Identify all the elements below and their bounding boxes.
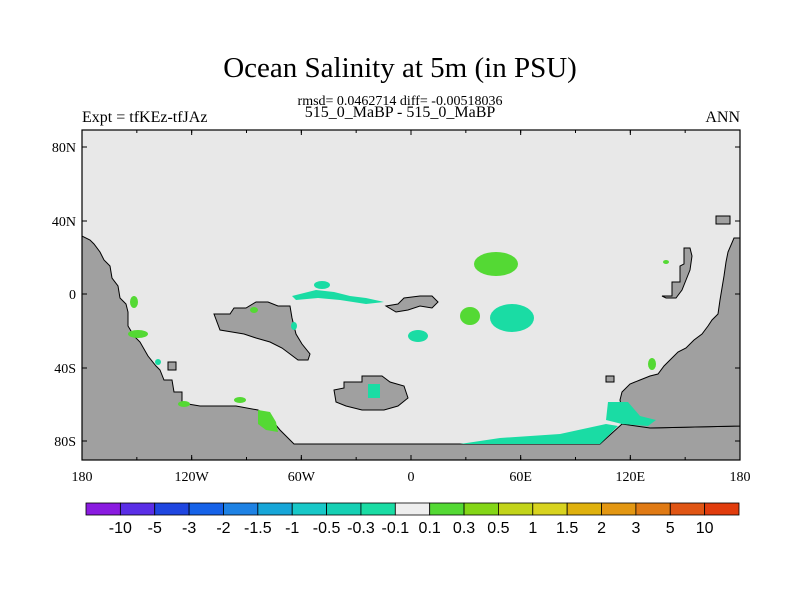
colorbar-label: -2 [216, 520, 230, 537]
colorbar-swatch [566, 502, 602, 516]
colorbar-swatch [704, 502, 740, 516]
colorbar-label: 5 [666, 520, 675, 537]
colorbar-label: 1 [528, 520, 537, 537]
colorbar-label: 0.3 [453, 520, 475, 537]
y-tick-label: 40S [54, 362, 76, 377]
patch-positive-west-5 [250, 307, 258, 313]
patch-negative-east-small [291, 322, 297, 330]
land-islet-1 [167, 361, 177, 371]
land-peninsula-east [661, 247, 693, 299]
x-tick-label: 60E [509, 470, 532, 485]
colorbar-swatch [394, 502, 431, 516]
colorbar-label: 3 [631, 520, 640, 537]
patch-negative-island [368, 384, 380, 398]
land-island-equatorial [384, 295, 439, 313]
patch-negative-southeast [606, 402, 656, 426]
experiment-label: Expt = tfKEz-tfJAz [82, 109, 208, 126]
colorbar-swatch [154, 502, 190, 516]
land-island-central-west [213, 301, 311, 361]
colorbar-label: -3 [182, 520, 196, 537]
colorbar-label: -0.3 [347, 520, 375, 537]
x-tick-label: 180 [730, 470, 751, 485]
land-island-northeast [715, 215, 731, 225]
patch-negative-antarctic-coast [460, 424, 618, 444]
colorbar-swatch [257, 502, 293, 516]
colorbar-label: -1 [285, 520, 299, 537]
colorbar-swatch [188, 502, 224, 516]
patch-positive-southwest [258, 410, 278, 432]
patch-positive-west-2 [128, 330, 148, 338]
chart-title: Ocean Salinity at 5m (in PSU) [223, 52, 577, 84]
colorbar-swatch [498, 502, 534, 516]
colorbar-swatch [635, 502, 671, 516]
colorbar-swatch [601, 502, 637, 516]
patch-positive-north [474, 252, 518, 276]
axis-tick-labels: 80N 40N 0 40S 80S 180 120W 60W 0 60E 120E 180 [52, 141, 751, 485]
colorbar-label: 0.1 [419, 520, 441, 537]
colorbar-label: 10 [696, 520, 714, 537]
x-tick-label: 180 [72, 470, 93, 485]
land-eastern-continent [617, 237, 741, 429]
experiment-comparison-label: 515_0_MaBP - 515_0_MaBP [304, 104, 496, 121]
colorbar-labels: -10 -5 -3 -2 -1.5 -1 -0.5 -0.3 -0.1 0.1 0.3 0.5 1 1.5… [109, 520, 714, 537]
salinity-anomaly-patches [128, 252, 669, 444]
patch-positive-west-1 [130, 296, 138, 308]
rmsd-diff-subtitle: rmsd= 0.0462714 diff= -0.00518036 [297, 94, 503, 109]
y-tick-label: 0 [69, 288, 76, 303]
y-tick-label: 40N [52, 215, 76, 230]
colorbar-swatch [463, 502, 499, 516]
colorbar-label: 1.5 [556, 520, 578, 537]
colorbar-label: -1.5 [244, 520, 272, 537]
patch-negative-east-equator [490, 304, 534, 332]
colorbar-swatch [223, 502, 259, 516]
colorbar-label: -10 [109, 520, 132, 537]
x-tick-label: 120E [616, 470, 646, 485]
x-tick-label: 0 [408, 470, 415, 485]
colorbar-label: -0.5 [313, 520, 341, 537]
colorbar-label: -5 [148, 520, 162, 537]
colorbar-swatch [119, 502, 156, 516]
x-tick-label: 120W [175, 470, 210, 485]
colorbar-swatch [429, 502, 465, 516]
patch-negative-west-small [155, 359, 161, 365]
patch-negative-equatorial-band [292, 290, 384, 304]
patch-positive-west-4 [234, 397, 246, 403]
colorbar-label: 2 [597, 520, 606, 537]
colorbar-swatch [291, 502, 327, 516]
axis-ticks [81, 130, 741, 460]
y-tick-label: 80N [52, 141, 76, 156]
colorbar-label: -0.1 [382, 520, 410, 537]
colorbar-swatch [669, 502, 706, 516]
colorbar-swatch [85, 502, 121, 516]
land-islet-2 [605, 375, 615, 383]
season-label: ANN [705, 109, 740, 126]
patch-positive-east-equator [460, 307, 480, 325]
colorbar-swatch [360, 502, 396, 516]
colorbar-swatch [326, 502, 362, 516]
colorbar [85, 502, 740, 516]
colorbar-label: 0.5 [487, 520, 509, 537]
colorbar-swatch [532, 502, 568, 516]
patch-positive-west-3 [178, 401, 190, 407]
patch-positive-east-1 [648, 358, 656, 370]
patch-negative-mid [408, 330, 428, 342]
patch-negative-north-small [314, 281, 330, 289]
patch-positive-east-2 [663, 260, 669, 264]
x-tick-label: 60W [288, 470, 316, 485]
y-tick-label: 80S [54, 435, 76, 450]
